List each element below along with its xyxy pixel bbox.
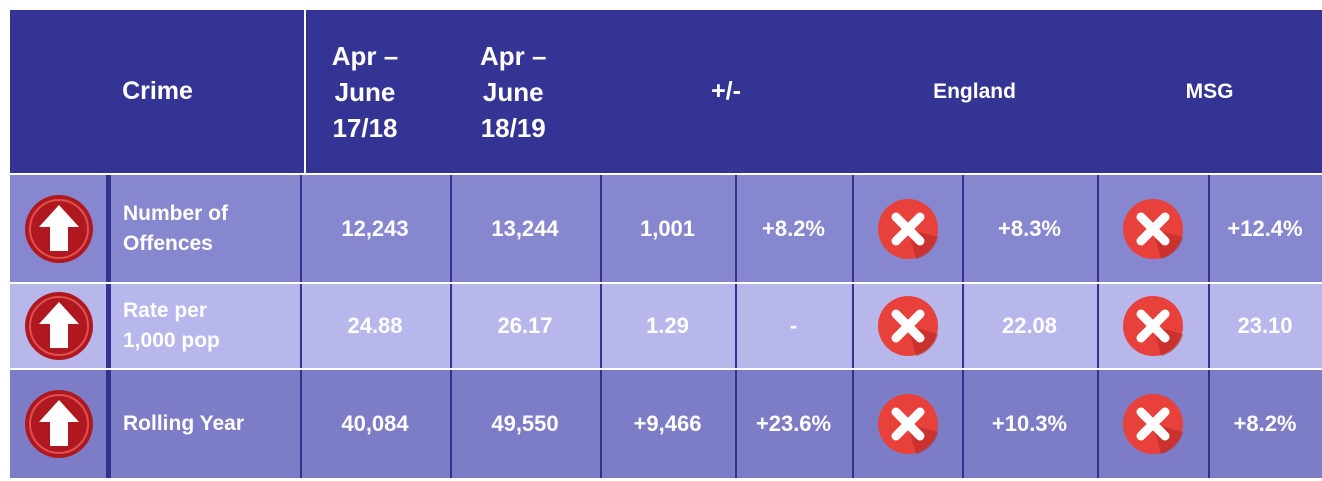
value-p1: 40,084 xyxy=(341,411,409,436)
divider xyxy=(450,370,452,478)
divider xyxy=(735,284,737,368)
row-label: Rolling Year xyxy=(123,412,244,435)
divider xyxy=(300,175,302,282)
divider xyxy=(962,370,964,478)
row-bg xyxy=(10,175,1322,282)
divider xyxy=(600,370,602,478)
header-crime: Crime xyxy=(122,77,193,105)
divider xyxy=(300,370,302,478)
divider xyxy=(600,284,602,368)
header-period2: Apr – June 18/19 xyxy=(480,40,547,143)
divider xyxy=(852,175,854,282)
fail-icon xyxy=(852,370,963,478)
fail-icon xyxy=(1097,175,1208,282)
trend-icon xyxy=(10,175,108,282)
divider xyxy=(300,284,302,368)
value-diff: 1.29 xyxy=(646,313,689,338)
divider xyxy=(962,175,964,282)
value-diff: 1,001 xyxy=(639,215,696,241)
divider xyxy=(962,284,964,368)
divider xyxy=(450,175,452,282)
divider xyxy=(106,175,111,282)
divider xyxy=(1097,284,1099,368)
divider xyxy=(1208,284,1210,368)
value-p2: 26.17 xyxy=(497,313,553,338)
divider xyxy=(106,370,111,478)
row-bg xyxy=(10,370,1322,478)
fail-icon xyxy=(852,284,963,368)
header-divider xyxy=(304,10,306,173)
value-england: +10.3% xyxy=(991,411,1068,436)
header-change: +/- xyxy=(711,77,741,105)
divider xyxy=(1097,175,1099,282)
divider xyxy=(600,175,602,282)
value-msg: +8.2% xyxy=(1233,411,1297,436)
row-bg xyxy=(10,284,1322,368)
value-p1: 12,243 xyxy=(341,215,409,241)
value-msg: 23.10 xyxy=(1237,313,1293,338)
value-diff: +9,466 xyxy=(633,411,702,436)
header-bg xyxy=(10,10,1322,173)
fail-icon xyxy=(852,175,963,282)
header-period1: Apr – June 17/18 xyxy=(331,40,399,143)
value-p2: 49,550 xyxy=(491,411,559,436)
fail-icon xyxy=(1097,370,1208,478)
divider xyxy=(852,370,854,478)
divider xyxy=(1208,370,1210,478)
trend-icon xyxy=(10,370,108,478)
value-pct: +23.6% xyxy=(755,411,832,436)
divider xyxy=(852,284,854,368)
value-england: 22.08 xyxy=(1001,313,1058,338)
value-msg: +12.4% xyxy=(1227,215,1303,241)
row-label: Number of Offences xyxy=(123,201,228,255)
value-p2: 13,244 xyxy=(491,215,559,241)
row-label: Rate per 1,000 pop xyxy=(123,299,220,352)
value-pct: +8.2% xyxy=(762,215,825,241)
divider xyxy=(106,284,111,368)
divider xyxy=(450,284,452,368)
value-p1: 24.88 xyxy=(347,313,403,338)
value-pct: - xyxy=(789,313,798,338)
divider xyxy=(735,370,737,478)
value-england: +8.3% xyxy=(998,215,1061,241)
fail-icon xyxy=(1097,284,1208,368)
header-msg: MSG xyxy=(1185,79,1234,103)
divider xyxy=(735,175,737,282)
divider xyxy=(1097,370,1099,478)
divider xyxy=(1208,175,1210,282)
header-england: England xyxy=(933,79,1016,103)
trend-icon xyxy=(10,284,108,368)
